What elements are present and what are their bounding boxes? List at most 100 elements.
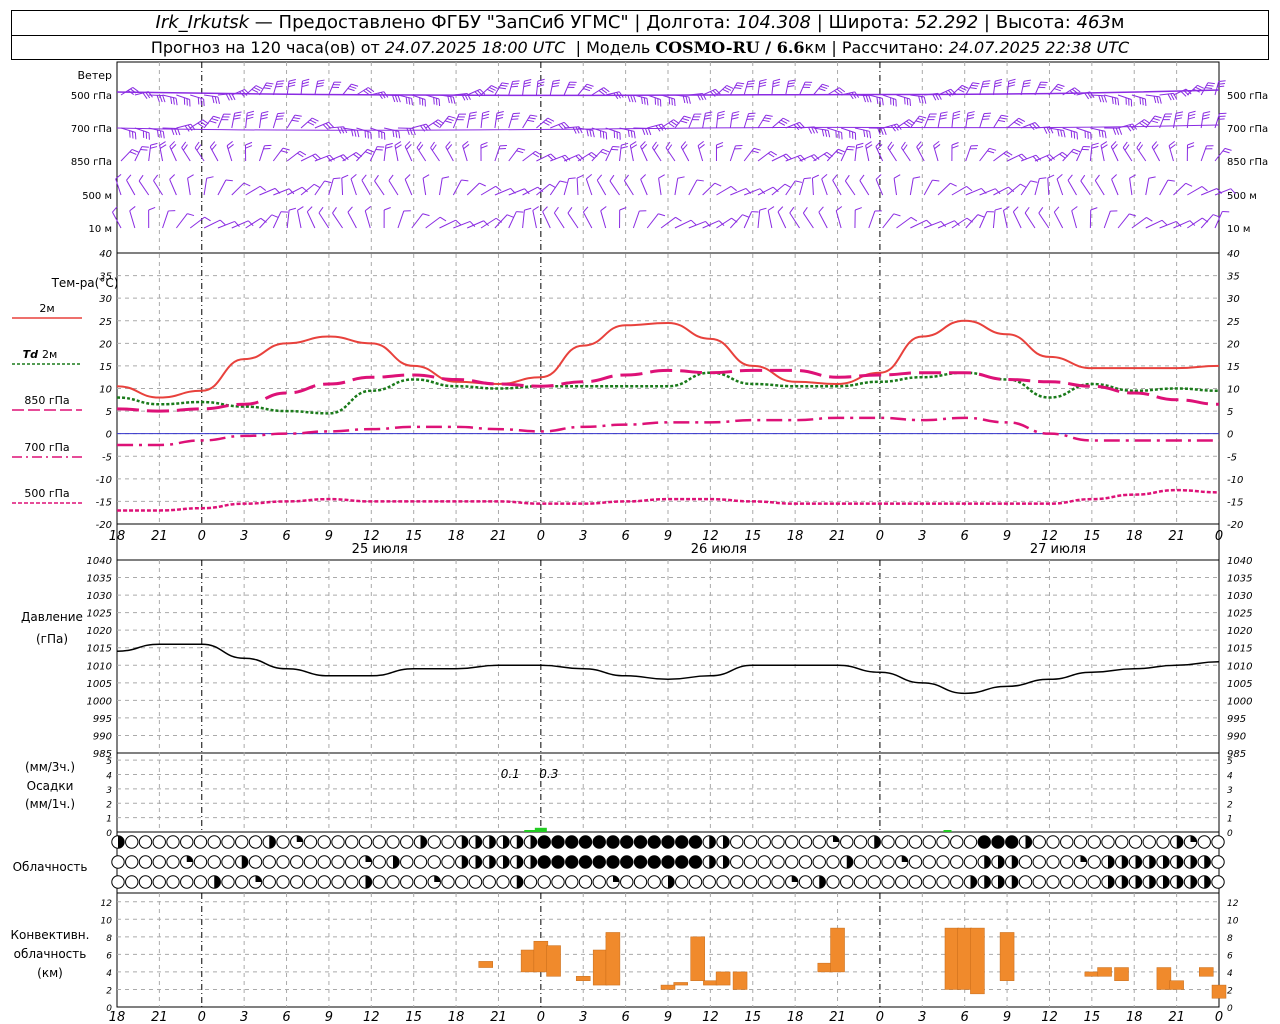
wind-barb-flag: [603, 87, 610, 93]
wind-barb-flag: [759, 207, 767, 211]
wind-barb-flag: [315, 153, 321, 160]
wind-barb-flag: [524, 188, 530, 195]
wind-barb-flag: [576, 174, 584, 179]
wind-barb: [660, 216, 676, 229]
wind-barb-flag: [682, 118, 690, 121]
wind-barb-flag: [1153, 144, 1159, 151]
wind-barb-flag: [1151, 141, 1158, 148]
wind-barb: [550, 121, 565, 129]
wind-barb: [1110, 146, 1119, 162]
wind-barb-flag: [967, 111, 975, 114]
wind-barb-flag: [1098, 95, 1102, 103]
cloud-symbol: [1060, 875, 1074, 889]
wind-barb: [951, 217, 968, 229]
wind-barb: [1071, 210, 1078, 229]
wind-barb-flag: [245, 145, 253, 149]
pres-tick-right: 985: [1227, 749, 1246, 760]
wind-barb: [209, 146, 219, 162]
cloud-fill-full: [661, 855, 675, 869]
wind-barb-flag: [233, 117, 241, 120]
wind-barb: [1145, 178, 1150, 196]
tick-label-hour-bottom: 9: [1003, 1010, 1011, 1024]
wind-barb: [480, 113, 484, 129]
cloud-symbol: [317, 835, 331, 849]
cloud-symbol: [386, 835, 400, 849]
wind-barb-flag: [328, 121, 334, 128]
wind-barb-flag: [658, 174, 665, 179]
wind-barb: [896, 94, 911, 100]
wind-barb-flag: [247, 220, 254, 227]
cloud-fill-half: [118, 835, 125, 849]
pres-tick-left: 1005: [87, 679, 112, 690]
tick-label-hour: 21: [1168, 529, 1185, 544]
wind-barb: [129, 210, 136, 229]
cloud-symbol: [1046, 855, 1060, 869]
wind-barb-flag: [983, 115, 991, 118]
wind-barb-flag: [1101, 144, 1108, 149]
wind-barb-flag: [1139, 97, 1142, 105]
tick-label-hour: 18: [787, 529, 804, 544]
wind-barb-flag: [904, 97, 906, 105]
wind-barb-flag: [430, 141, 435, 149]
cloud-symbol: [276, 855, 290, 869]
wind-barb-flag: [778, 121, 786, 126]
wind-barb-flag: [482, 113, 490, 117]
wind-barb: [430, 147, 440, 162]
wind-barb: [356, 149, 368, 162]
cloud-fill-half: [241, 855, 248, 869]
temp-tick-right: -15: [1227, 497, 1243, 508]
wind-barb: [1214, 148, 1226, 162]
wind-barb: [272, 81, 278, 96]
wind-barb: [702, 220, 720, 229]
wind-barb: [508, 81, 514, 96]
wind-barb-flag: [827, 130, 831, 138]
wind-barb-flag: [131, 131, 134, 139]
wind-barb-flag: [169, 141, 176, 147]
cloud-fill-half: [503, 835, 510, 849]
cloud-fill-half: [998, 875, 1005, 889]
wind-barb-flag: [276, 115, 284, 117]
wind-barb-flag: [836, 88, 843, 94]
wind-barb-flag: [528, 117, 536, 120]
cloud-fill-full: [538, 855, 551, 869]
wind-barb-flag: [780, 119, 788, 124]
cloud-symbol: [675, 875, 689, 889]
forecast-prefix: Прогноз на 120 часа(ов) от: [150, 38, 380, 57]
wind-barb-flag: [395, 130, 398, 138]
wind-barb-flag: [630, 130, 633, 138]
wind-barb-flag: [600, 151, 608, 155]
model-unit: км: [804, 38, 827, 57]
wind-barb: [729, 82, 738, 96]
precip-bar: [534, 827, 547, 832]
wind-barb-flag: [347, 87, 355, 92]
wind-barb-flag: [1024, 206, 1030, 214]
wind-barb: [245, 185, 261, 196]
wind-barb-flag: [462, 140, 469, 147]
wind-barb-flag: [209, 141, 216, 148]
tick-label-hour-bottom: 6: [961, 1010, 969, 1024]
wind-barb: [217, 113, 225, 129]
wind-barb-flag: [758, 84, 767, 88]
wind-barb-flag: [559, 180, 567, 184]
wind-barb-flag: [572, 127, 577, 134]
wind-barb-flag: [821, 129, 825, 137]
wind-barb-flag: [1217, 85, 1225, 88]
wind-barb-flag: [917, 117, 925, 121]
wind-barb: [591, 148, 604, 162]
cloud-symbol: [331, 875, 345, 889]
cloud-symbol: [853, 835, 868, 849]
wind-barb-flag: [288, 188, 295, 195]
wind-barb-flag: [132, 87, 139, 92]
wind-barb-flag: [263, 87, 271, 90]
wind-barb-flag: [1185, 88, 1192, 95]
cloud-fill-full: [661, 835, 675, 849]
wind-barb-flag: [811, 126, 816, 134]
wind-barb: [1034, 154, 1050, 162]
conv-tick-left: 6: [106, 951, 112, 961]
wind-barb-flag: [138, 174, 144, 182]
conv-bar: [1084, 971, 1100, 977]
wind-barb-flag: [1008, 81, 1016, 85]
wind-barb: [1200, 145, 1207, 162]
cloud-fill-full: [1005, 835, 1018, 849]
cloud-fill-half: [475, 835, 482, 849]
